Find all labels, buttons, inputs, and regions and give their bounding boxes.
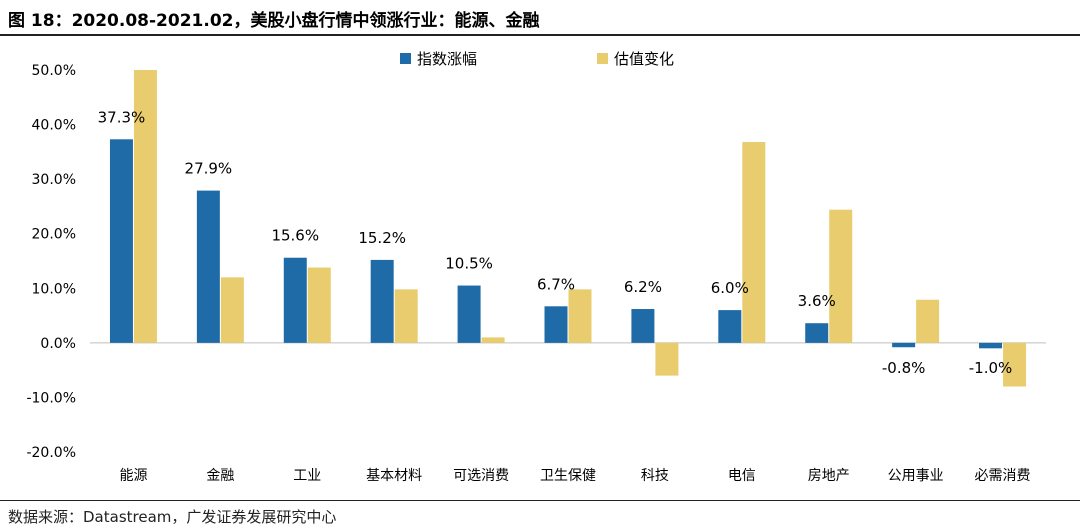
y-tick-label: 30.0% [32, 172, 76, 188]
legend-label: 指数涨幅 [417, 50, 477, 68]
bar-valuation-change [220, 277, 244, 343]
category-label: 卫生保健 [540, 468, 596, 484]
data-label: 27.9% [185, 160, 233, 178]
bar-valuation-change [916, 299, 940, 343]
bar-index-change [631, 309, 655, 343]
y-tick-label: 0.0% [40, 336, 76, 352]
data-label: -0.8% [882, 359, 926, 377]
bar-valuation-change [568, 289, 592, 343]
bar-valuation-change [133, 70, 157, 343]
category-label: 工业 [293, 468, 321, 484]
bar-valuation-change [742, 142, 766, 343]
bar-index-change [892, 342, 916, 348]
y-tick-label: 50.0% [32, 63, 76, 79]
y-tick-label: -20.0% [26, 445, 76, 461]
category-label: 能源 [119, 468, 147, 484]
data-label: 6.2% [624, 278, 662, 296]
x-axis: 能源 金融 工业 基本材料 可选消费 卫生保健 科技 电信 房地产 公用事业 必需消费 [119, 467, 1030, 484]
legend-label: 估值变化 [614, 50, 674, 68]
legend-swatch [400, 53, 411, 64]
bar-valuation-change [1003, 342, 1027, 387]
bar-layer [109, 70, 1027, 387]
category-label: 可选消费 [453, 468, 509, 484]
category-label: 基本材料 [366, 467, 422, 484]
category-label: 公用事业 [888, 468, 944, 484]
category-label: 科技 [641, 468, 669, 484]
category-label: 电信 [728, 468, 756, 484]
y-axis: -20.0% -10.0% 0.0% 10.0% 20.0% 30.0% 40.0% 50.0… [26, 63, 1046, 461]
category-label: 必需消费 [975, 468, 1031, 484]
figure-title: 图 18：2020.08-2021.02，美股小盘行情中领涨行业：能源、金融 [8, 11, 540, 31]
bar-index-change [283, 257, 307, 343]
legend: 指数涨幅 估值变化 [400, 50, 674, 68]
y-tick-label: 40.0% [32, 118, 76, 134]
data-label: -1.0% [969, 359, 1013, 377]
chart: -20.0% -10.0% 0.0% 10.0% 20.0% 30.0% 40.0% 50.0… [26, 50, 1046, 484]
data-label: 6.7% [537, 275, 575, 293]
bar-index-change [544, 306, 568, 343]
category-label: 金融 [206, 468, 234, 484]
category-label: 房地产 [808, 468, 850, 484]
top-rule [0, 34, 1080, 36]
data-label: 3.6% [798, 292, 836, 310]
bar-valuation-change [394, 289, 418, 343]
bottom-rule [0, 500, 1080, 501]
data-label: 15.6% [271, 227, 319, 245]
bar-index-change [109, 139, 133, 343]
bar-valuation-change [307, 267, 331, 343]
bar-valuation-change [829, 209, 853, 343]
data-label: 10.5% [445, 255, 493, 273]
data-label-layer: 37.3% 27.9% 15.6% 15.2% 10.5% 6.7% 6.2% 6.0% 3.6… [98, 108, 1013, 377]
bar-index-change [196, 190, 220, 343]
data-label: 15.2% [358, 229, 406, 247]
legend-swatch [597, 53, 608, 64]
y-tick-label: 20.0% [32, 227, 76, 243]
bar-index-change [718, 310, 742, 343]
bar-valuation-change [481, 337, 505, 343]
y-tick-label: 10.0% [32, 281, 76, 297]
y-tick-label: -10.0% [26, 390, 76, 406]
data-label: 6.0% [711, 279, 749, 297]
data-label: 37.3% [98, 108, 146, 126]
bar-index-change [805, 323, 829, 343]
source-note: 数据来源：Datastream，广发证券发展研究中心 [8, 508, 337, 526]
bar-index-change [979, 342, 1003, 349]
bar-index-change [457, 285, 481, 343]
bar-index-change [370, 259, 394, 343]
bar-valuation-change [655, 342, 679, 376]
